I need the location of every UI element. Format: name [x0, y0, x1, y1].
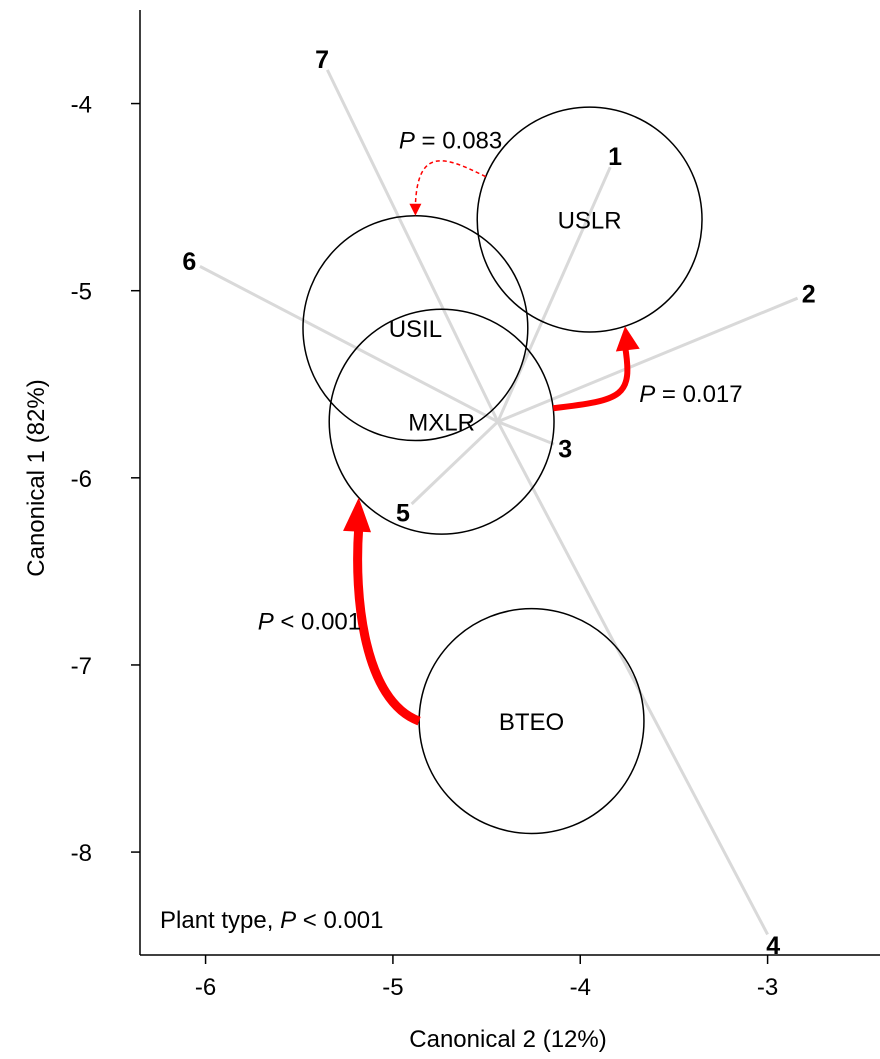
- vector-line-5: [410, 420, 499, 506]
- p-label-mxlr-uslr-p: P: [639, 381, 655, 408]
- arrow-mxlr-to-uslr: [552, 345, 631, 412]
- y-tick-label: -5: [71, 279, 92, 306]
- x-tick-label: -5: [382, 974, 403, 1001]
- vector-line-7: [325, 69, 500, 423]
- group-circle-uslr: [476, 106, 703, 333]
- p-label-uslr-usil: P = 0.083: [399, 128, 502, 155]
- plant-type-p-italic: P: [280, 907, 296, 934]
- p-label-bteo-mxlr-p: P: [258, 608, 274, 635]
- vector-label-7: 7: [315, 46, 329, 74]
- vector-label-6: 6: [182, 248, 196, 276]
- arrowhead-bteo-to-mxlr: [343, 497, 372, 533]
- labels-layer: 1 2 3 4 5 6 7 USLR USIL MXLR BTEO: [182, 46, 815, 960]
- x-tick-label: -4: [570, 974, 591, 1001]
- arrow-bteo-to-mxlr: [353, 527, 421, 726]
- y-tick-label: -7: [71, 653, 92, 680]
- x-axis-title: Canonical 2 (12%): [409, 1026, 606, 1053]
- group-label-mxlr: MXLR: [408, 410, 475, 437]
- plant-type-annotation: Plant type, P < 0.001: [160, 907, 384, 934]
- vector-label-2: 2: [802, 281, 816, 309]
- vector-line-3: [497, 420, 555, 446]
- x-tick-label: -3: [757, 974, 778, 1001]
- plant-type-p-value: < 0.001: [296, 907, 383, 934]
- y-tick-label: -6: [71, 466, 92, 493]
- group-label-usil: USIL: [389, 316, 442, 343]
- y-tick-label: -4: [71, 92, 92, 119]
- vector-line-4: [496, 420, 769, 936]
- p-label-bteo-mxlr-value: < 0.001: [274, 608, 361, 635]
- group-label-uslr: USLR: [558, 208, 622, 235]
- vector-label-3: 3: [558, 436, 572, 464]
- p-label-bteo-mxlr: P < 0.001: [258, 608, 361, 635]
- p-label-uslr-usil-p: P: [399, 128, 415, 155]
- vector-label-4: 4: [766, 932, 780, 960]
- p-label-uslr-usil-value: = 0.083: [415, 128, 502, 155]
- arrow-uslr-to-usil: [414, 160, 487, 206]
- y-axis-title: Canonical 1 (82%): [23, 379, 50, 576]
- arrowhead-mxlr-to-uslr: [615, 326, 640, 352]
- vector-line-2: [497, 296, 799, 424]
- arrowhead-uslr-to-usil: [409, 203, 422, 216]
- p-label-mxlr-uslr: P = 0.017: [639, 381, 742, 408]
- y-tick-label: -8: [71, 840, 92, 867]
- vector-line-1: [496, 166, 612, 423]
- vector-line-6: [199, 265, 499, 424]
- p-label-mxlr-uslr-value: = 0.017: [655, 381, 742, 408]
- group-circle-mxlr: [328, 308, 555, 535]
- vectors-layer: [199, 69, 799, 936]
- x-tick-label: -6: [195, 974, 216, 1001]
- group-label-bteo: BTEO: [499, 709, 564, 736]
- plant-type-prefix: Plant type,: [160, 907, 280, 934]
- ticks-layer: -6 -5 -4 -3 -4 -5 -6 -7 -8: [71, 92, 779, 1001]
- vector-label-1: 1: [608, 143, 622, 171]
- vector-label-5: 5: [396, 499, 410, 527]
- axes-layer: [139, 10, 880, 956]
